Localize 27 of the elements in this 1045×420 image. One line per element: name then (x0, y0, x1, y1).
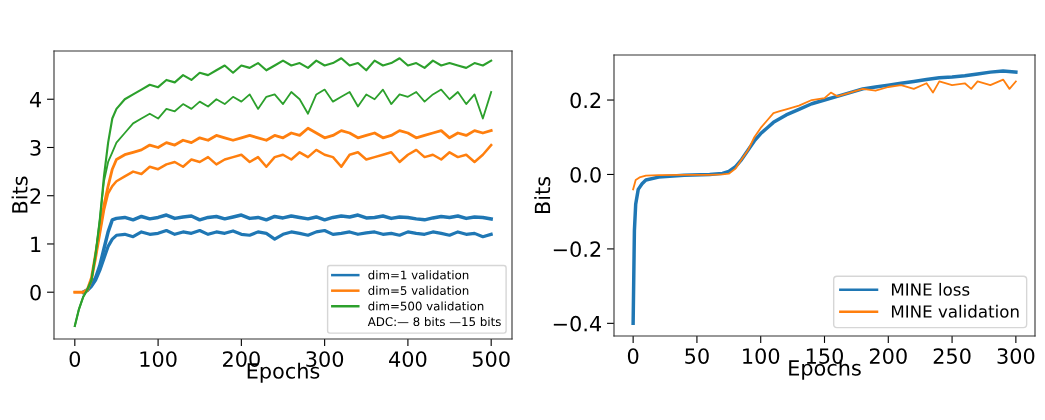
x-tick-label: 0 (69, 351, 81, 367)
y-tick-label: 0.0 (570, 166, 601, 183)
x-tick-label: 300 (997, 348, 1035, 364)
x-tick-label: 100 (140, 351, 177, 367)
y-tick-label: 4 (29, 91, 42, 108)
legend-label: dim=5 validation (368, 285, 469, 295)
legend-label: dim=500 validation (368, 301, 484, 311)
y-tick-label: 3 (30, 139, 41, 156)
legend-label: MINE validation (891, 304, 1019, 318)
annotation: ADC:— 8 bits —15 bits (367, 316, 501, 327)
x-tick-label: 100 (743, 348, 780, 364)
y-tick-label: −0.2 (553, 241, 601, 258)
x-tick-label: 50 (685, 348, 709, 364)
x-tick-label: 400 (389, 351, 427, 367)
y-tick-label: 0 (30, 284, 41, 301)
y-tick-label: 0.2 (570, 92, 601, 109)
x-tick-label: 0 (627, 348, 639, 364)
y-axis-title: Bits (534, 176, 551, 214)
x-tick-label: 500 (472, 351, 510, 367)
x-tick-label: 200 (869, 348, 907, 364)
y-axis-title: Bits (11, 176, 28, 213)
y-tick-label: 2 (30, 188, 41, 204)
y-tick-label: −0.4 (553, 315, 602, 332)
x-tick-label: 250 (933, 348, 971, 364)
legend-label: dim=1 validation (368, 270, 469, 280)
y-tick-label: 1 (31, 236, 41, 252)
legend-label: MINE loss (891, 282, 970, 296)
